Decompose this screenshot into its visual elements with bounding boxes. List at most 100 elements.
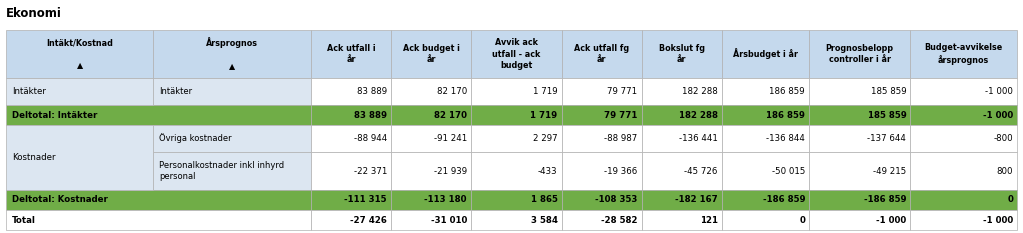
- Text: -1 000: -1 000: [983, 110, 1013, 120]
- Text: 185 859: 185 859: [871, 87, 906, 96]
- Text: -88 944: -88 944: [354, 134, 387, 143]
- Bar: [6, 190, 311, 210]
- Text: -186 859: -186 859: [762, 195, 805, 205]
- Bar: [153, 30, 311, 78]
- Text: Intäkter: Intäkter: [160, 87, 192, 96]
- Bar: [910, 210, 1017, 230]
- Text: Kostnader: Kostnader: [12, 153, 55, 162]
- Bar: [562, 190, 641, 210]
- Bar: [6, 105, 311, 125]
- Bar: [641, 152, 721, 190]
- Text: 82 170: 82 170: [437, 87, 466, 96]
- Bar: [562, 105, 641, 125]
- Text: -108 353: -108 353: [595, 195, 637, 205]
- Text: 0: 0: [1007, 195, 1013, 205]
- Bar: [721, 152, 809, 190]
- Text: Ack budget i
år: Ack budget i år: [402, 44, 459, 64]
- Bar: [641, 105, 721, 125]
- Text: -136 441: -136 441: [678, 134, 717, 143]
- Text: Deltotal: Kostnader: Deltotal: Kostnader: [12, 195, 107, 205]
- Text: Personalkostnader inkl inhyrd
personal: Personalkostnader inkl inhyrd personal: [160, 161, 284, 181]
- Bar: [641, 30, 721, 78]
- Bar: [471, 125, 562, 152]
- Bar: [809, 125, 910, 152]
- Text: 79 771: 79 771: [608, 87, 637, 96]
- Text: -1 000: -1 000: [985, 87, 1013, 96]
- Bar: [641, 190, 721, 210]
- Text: Budget-avvikelse
årsprognos: Budget-avvikelse årsprognos: [925, 43, 1003, 65]
- Text: Ack utfall fg
år: Ack utfall fg år: [574, 44, 629, 64]
- Text: -182 167: -182 167: [675, 195, 717, 205]
- Text: Prognosbelopp
controller i år: Prognosbelopp controller i år: [826, 44, 894, 64]
- Bar: [311, 210, 391, 230]
- Text: Bokslut fg
år: Bokslut fg år: [659, 44, 705, 64]
- Text: -136 844: -136 844: [766, 134, 805, 143]
- Bar: [471, 78, 562, 105]
- Text: -1 000: -1 000: [983, 216, 1013, 225]
- Text: -137 644: -137 644: [868, 134, 906, 143]
- Text: -49 215: -49 215: [873, 167, 906, 175]
- Text: 3 584: 3 584: [531, 216, 558, 225]
- Text: 800: 800: [996, 167, 1013, 175]
- Bar: [6, 78, 153, 105]
- Text: 79 771: 79 771: [605, 110, 637, 120]
- Bar: [391, 152, 471, 190]
- Bar: [311, 190, 391, 210]
- Bar: [721, 30, 809, 78]
- Bar: [562, 152, 641, 190]
- Bar: [809, 78, 910, 105]
- Bar: [391, 78, 471, 105]
- Bar: [6, 125, 153, 190]
- Bar: [471, 105, 562, 125]
- Text: -31 010: -31 010: [431, 216, 466, 225]
- Text: 185 859: 185 859: [868, 110, 906, 120]
- Text: -186 859: -186 859: [863, 195, 906, 205]
- Text: 186 859: 186 859: [766, 110, 805, 120]
- Bar: [153, 152, 311, 190]
- Bar: [809, 190, 910, 210]
- Bar: [809, 152, 910, 190]
- Bar: [471, 30, 562, 78]
- Text: -50 015: -50 015: [771, 167, 805, 175]
- Bar: [6, 210, 311, 230]
- Bar: [641, 210, 721, 230]
- Bar: [910, 105, 1017, 125]
- Text: 182 288: 182 288: [682, 87, 717, 96]
- Text: Intäkt/Kostnad

▲: Intäkt/Kostnad ▲: [46, 38, 113, 70]
- Text: Årsbudget i år: Årsbudget i år: [732, 48, 798, 59]
- Text: Total: Total: [12, 216, 36, 225]
- Text: -91 241: -91 241: [434, 134, 466, 143]
- Text: -21 939: -21 939: [434, 167, 466, 175]
- Text: -111 315: -111 315: [345, 195, 387, 205]
- Text: 83 889: 83 889: [354, 110, 387, 120]
- Text: 186 859: 186 859: [769, 87, 805, 96]
- Bar: [311, 152, 391, 190]
- Text: -22 371: -22 371: [354, 167, 387, 175]
- Bar: [391, 125, 471, 152]
- Bar: [471, 190, 562, 210]
- Text: 121: 121: [700, 216, 717, 225]
- Text: 1 719: 1 719: [533, 87, 558, 96]
- Bar: [910, 190, 1017, 210]
- Bar: [391, 30, 471, 78]
- Bar: [721, 125, 809, 152]
- Text: 1 865: 1 865: [531, 195, 558, 205]
- Text: -800: -800: [993, 134, 1013, 143]
- Bar: [562, 78, 641, 105]
- Text: 83 889: 83 889: [357, 87, 387, 96]
- Text: 82 170: 82 170: [434, 110, 466, 120]
- Bar: [391, 105, 471, 125]
- Text: 1 719: 1 719: [531, 110, 558, 120]
- Text: Ack utfall i
år: Ack utfall i år: [326, 44, 375, 64]
- Bar: [471, 152, 562, 190]
- Bar: [721, 210, 809, 230]
- Bar: [391, 210, 471, 230]
- Bar: [311, 125, 391, 152]
- Text: -45 726: -45 726: [684, 167, 717, 175]
- Text: -27 426: -27 426: [350, 216, 387, 225]
- Bar: [809, 30, 910, 78]
- Bar: [910, 125, 1017, 152]
- Bar: [562, 30, 641, 78]
- Text: 182 288: 182 288: [678, 110, 717, 120]
- Bar: [721, 190, 809, 210]
